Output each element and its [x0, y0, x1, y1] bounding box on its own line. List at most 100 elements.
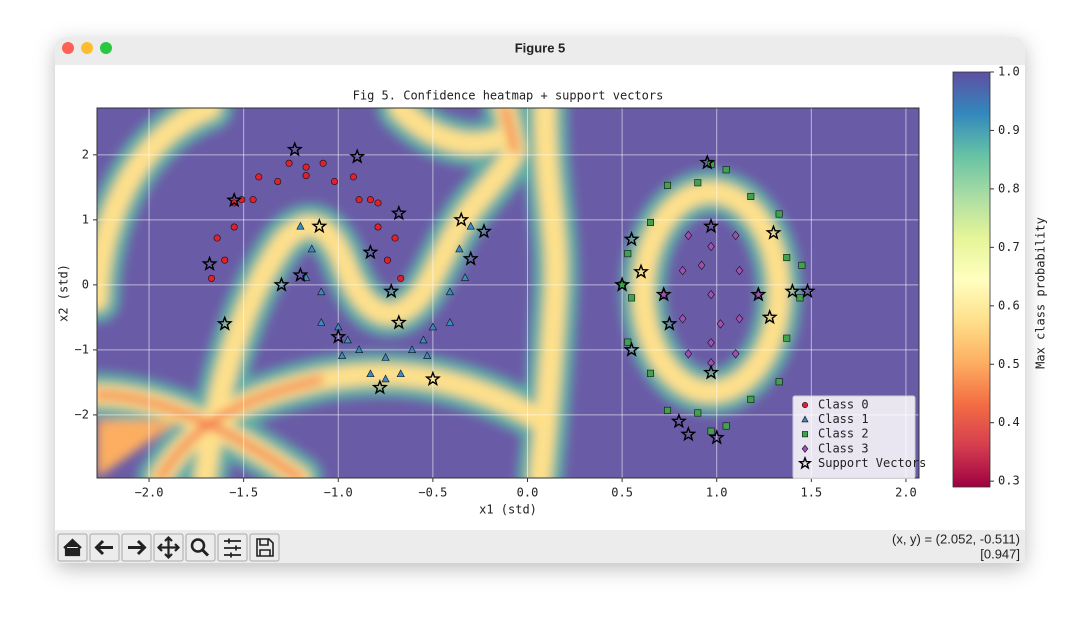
support-vector: [383, 282, 400, 299]
colorbar-tick-label: 0.9: [998, 123, 1020, 137]
support-vector: [614, 276, 631, 292]
point: [722, 166, 730, 174]
zoom-tool-button[interactable]: [185, 533, 216, 562]
support-vector: [371, 379, 388, 395]
support-vector: [292, 266, 309, 282]
colorbar-tick-label: 0.4: [998, 415, 1020, 429]
legend-label: Support Vectors: [818, 456, 926, 470]
y-axis-label: x2 (std): [57, 264, 71, 322]
support-vector: [311, 217, 328, 234]
point: [423, 351, 432, 359]
point: [274, 177, 282, 185]
point: [396, 369, 405, 378]
close-button[interactable]: [62, 42, 74, 54]
point: [354, 345, 364, 353]
colorbar-tick-label: 0.8: [998, 181, 1020, 195]
point: [697, 260, 706, 271]
colorbar-tick-label: 0.3: [998, 474, 1020, 488]
y-tick-label: 0: [82, 277, 89, 291]
support-vector: [680, 425, 697, 442]
point: [664, 406, 672, 414]
point: [296, 221, 305, 230]
support-vector: [390, 204, 407, 221]
support-vector: [623, 341, 640, 357]
point: [460, 273, 470, 281]
zoom-button[interactable]: [100, 42, 112, 54]
point: [302, 172, 310, 180]
point: [230, 223, 238, 231]
point: [366, 369, 375, 378]
point: [628, 294, 636, 302]
point: [383, 256, 391, 264]
legend-marker: [797, 455, 813, 470]
point: [366, 196, 374, 204]
support-vector: [750, 286, 767, 302]
support-vector: [349, 148, 366, 164]
point: [455, 244, 464, 253]
y-tick-label: 2: [82, 147, 89, 161]
legend-label: Class 2: [818, 427, 869, 441]
point: [684, 230, 693, 241]
support-vector: [462, 250, 479, 266]
point: [775, 378, 783, 386]
support-vector: [201, 255, 218, 271]
x-tick-label: 2.0: [895, 486, 917, 500]
colorbar-label: Max class probability: [1034, 217, 1048, 369]
minimize-button[interactable]: [81, 42, 93, 54]
point: [783, 334, 791, 342]
point: [707, 338, 715, 348]
support-vector: [390, 314, 407, 330]
x-tick-label: 0.5: [611, 486, 633, 500]
legend-label: Class 0: [818, 398, 869, 412]
support-vector: [661, 315, 678, 331]
support-vector: [273, 276, 290, 292]
point: [678, 265, 687, 276]
support-vector: [708, 429, 725, 445]
support-vector: [655, 286, 672, 302]
point: [221, 256, 229, 264]
colorbar-tick-label: 1.0: [998, 65, 1020, 79]
legend-label: Class 1: [818, 412, 869, 426]
legend-marker: [801, 444, 809, 453]
point: [735, 314, 744, 324]
point: [684, 349, 693, 359]
configure-button[interactable]: [217, 533, 248, 562]
pan-button[interactable]: [153, 533, 184, 562]
colorbar: [952, 71, 991, 488]
point: [407, 345, 417, 353]
title-bar: [55, 37, 1025, 65]
point: [374, 199, 382, 207]
point: [716, 319, 725, 329]
y-tick-label: −1: [75, 342, 89, 356]
x-tick-label: −1.5: [229, 486, 258, 500]
toolbar: [55, 530, 1025, 563]
support-vector: [702, 364, 720, 380]
legend-box: [792, 395, 916, 479]
forward-button[interactable]: [121, 533, 152, 562]
point: [207, 274, 215, 282]
back-button[interactable]: [89, 533, 120, 562]
point: [466, 221, 475, 230]
x-tick-label: 1.0: [706, 486, 728, 500]
toolbar-icons: [57, 533, 280, 562]
point: [317, 317, 326, 326]
support-vector: [475, 223, 493, 239]
point: [249, 196, 257, 204]
legend-label: Class 3: [818, 441, 869, 455]
point: [381, 353, 390, 361]
point: [731, 230, 740, 241]
support-vector: [216, 315, 233, 331]
point: [381, 374, 390, 383]
support-vector: [330, 328, 347, 344]
plot: [93, 108, 919, 482]
home-button[interactable]: [57, 533, 88, 562]
point: [694, 179, 702, 187]
support-vector: [765, 224, 782, 240]
x-axis-label: x1 (std): [479, 503, 537, 517]
support-vector: [623, 230, 640, 247]
point: [397, 274, 405, 282]
point: [783, 254, 791, 262]
save-button[interactable]: [249, 533, 280, 562]
